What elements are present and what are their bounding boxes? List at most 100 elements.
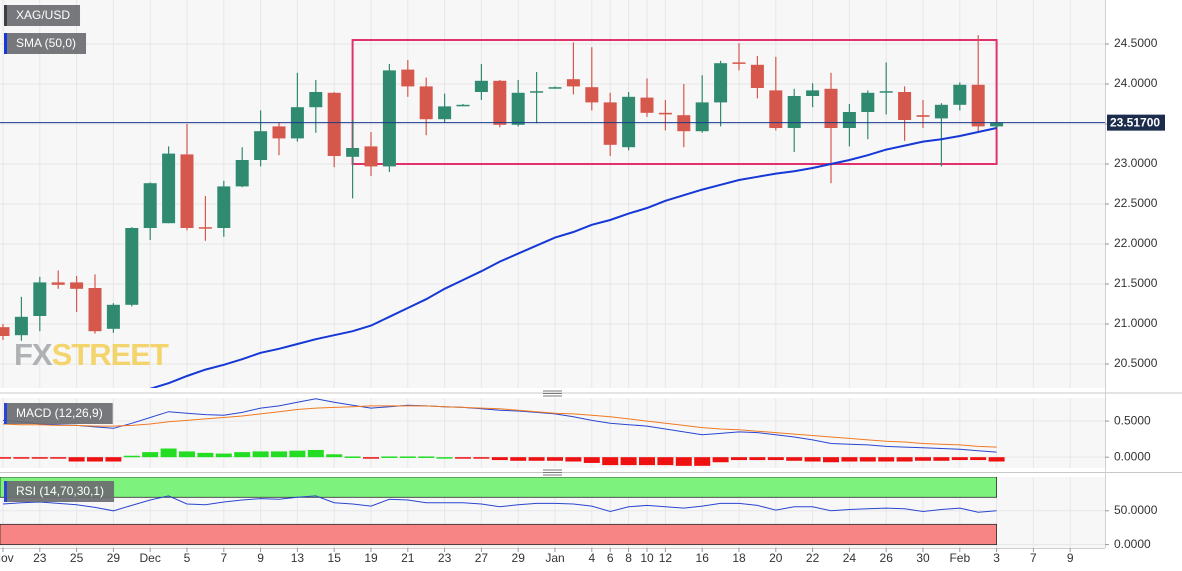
x-tick-label: 30 [916, 551, 930, 565]
last-price-label: 23.51700 [1110, 115, 1160, 129]
candle-body [106, 304, 120, 329]
histogram-bar [804, 457, 821, 462]
candle-body [695, 102, 709, 132]
histogram-bar [307, 449, 324, 458]
legend-accent [4, 481, 7, 502]
candle-body [180, 154, 194, 228]
y-tick-label: 23.0000 [1114, 156, 1158, 170]
histogram-bar [639, 457, 655, 466]
histogram-bar [68, 457, 85, 462]
series-line [2, 495, 997, 513]
x-tick-label: Feb [949, 551, 970, 565]
x-tick-label: 4 [588, 551, 595, 565]
histogram-bar [694, 457, 711, 466]
candle-body [309, 92, 323, 108]
histogram-bar [841, 457, 858, 462]
x-tick-label: 22 [806, 551, 820, 565]
candle-body [732, 62, 746, 64]
x-tick-label: 9 [1067, 551, 1074, 565]
candle-body [346, 148, 360, 157]
candle-body [272, 126, 286, 139]
legend-box-bg [4, 481, 115, 502]
x-tick-label: 6 [607, 551, 614, 565]
candle-body [125, 228, 139, 305]
histogram-bar [13, 457, 30, 459]
candle-body [0, 327, 10, 336]
histogram-bar [528, 457, 545, 461]
x-tick-label: 24 [843, 551, 857, 565]
histogram-bar [491, 457, 508, 461]
panel-data: FXSTREET [0, 35, 1004, 388]
x-tick-label: 12 [659, 551, 673, 565]
candle-body [787, 96, 801, 128]
y-tick-label: 20.5000 [1114, 356, 1158, 370]
histogram-bar [823, 457, 839, 463]
series-line [149, 127, 997, 388]
x-tick-label: 3 [993, 551, 1000, 565]
histogram-bar [252, 451, 269, 458]
candle-body [51, 282, 65, 285]
candle-body [677, 115, 691, 132]
candle-body [934, 104, 948, 119]
histogram-bar [381, 456, 398, 458]
candle-body [143, 183, 157, 228]
candle-body [898, 92, 912, 120]
histogram-bar [215, 453, 232, 458]
y-tick-label: 24.0000 [1114, 76, 1158, 90]
histogram-bar [675, 457, 692, 466]
legend-box: XAG/USD [4, 5, 81, 26]
candle-body [585, 87, 599, 103]
candle-body [198, 227, 212, 229]
watermark-suffix: STREET [52, 337, 169, 372]
x-tick-label: 26 [880, 551, 894, 565]
candle-body [806, 90, 820, 96]
y-tick-label: 21.5000 [1114, 276, 1158, 290]
legend-box: RSI (14,70,30,1) [4, 481, 115, 502]
candle-body [438, 106, 452, 120]
candle-body [364, 146, 378, 167]
histogram-bar [473, 457, 490, 459]
x-tick-label: 7 [220, 551, 227, 565]
histogram-bar [767, 457, 784, 461]
legend-box-bg [4, 5, 81, 26]
histogram-bar [933, 457, 950, 461]
watermark-prefix: FX [14, 337, 53, 372]
histogram-bar [583, 457, 600, 463]
histogram-bar [289, 450, 306, 458]
histogram-bar [197, 452, 214, 458]
candle-body [401, 69, 415, 87]
candle-body [327, 92, 341, 156]
legend-label: SMA (50,0) [16, 36, 76, 50]
resize-handle[interactable] [543, 469, 562, 476]
legend-box: SMA (50,0) [4, 33, 87, 54]
histogram-bar [915, 457, 931, 461]
x-tick-label: 23 [33, 551, 47, 565]
legend-box-bg [4, 403, 113, 424]
candle-body [879, 91, 893, 93]
x-tick-label: 29 [512, 551, 526, 565]
histogram-bar [326, 454, 343, 458]
histogram-bar [988, 457, 1005, 462]
candle-body [14, 316, 28, 336]
rsi-band [0, 523, 997, 546]
candle-body [916, 115, 930, 117]
x-tick-label: 29 [107, 551, 121, 565]
histogram-bar [87, 457, 103, 462]
y-tick-label: 0.0000 [1114, 449, 1151, 463]
histogram-bar [142, 452, 159, 458]
candle-body [419, 86, 433, 120]
x-tick-label: Nov [0, 551, 14, 565]
series-line [2, 405, 997, 448]
histogram-bar [970, 457, 987, 461]
histogram-bar [749, 457, 766, 461]
candle-body [530, 91, 544, 93]
x-tick-label: 15 [328, 551, 342, 565]
candle-body [566, 79, 580, 87]
candle-body [162, 153, 176, 224]
histogram-bar [344, 456, 361, 458]
resize-handle[interactable] [543, 390, 562, 397]
x-tick-label: 21 [401, 551, 415, 565]
